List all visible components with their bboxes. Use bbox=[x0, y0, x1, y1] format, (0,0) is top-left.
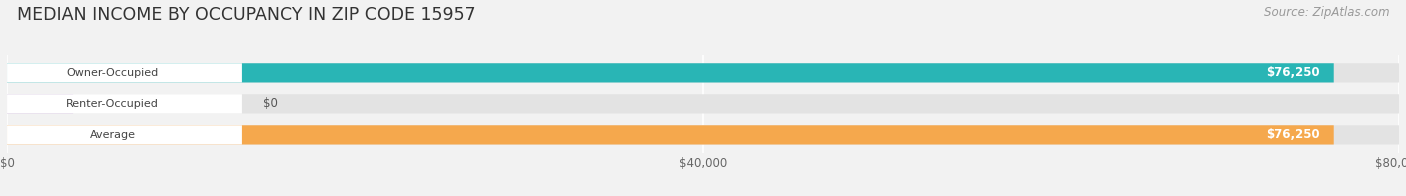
FancyBboxPatch shape bbox=[7, 63, 1334, 83]
Text: MEDIAN INCOME BY OCCUPANCY IN ZIP CODE 15957: MEDIAN INCOME BY OCCUPANCY IN ZIP CODE 1… bbox=[17, 6, 475, 24]
Text: $76,250: $76,250 bbox=[1267, 128, 1320, 141]
FancyBboxPatch shape bbox=[7, 125, 1334, 144]
FancyBboxPatch shape bbox=[7, 125, 242, 144]
Text: $0: $0 bbox=[263, 97, 277, 110]
Text: Renter-Occupied: Renter-Occupied bbox=[66, 99, 159, 109]
FancyBboxPatch shape bbox=[7, 94, 73, 113]
FancyBboxPatch shape bbox=[7, 63, 1399, 83]
Text: Owner-Occupied: Owner-Occupied bbox=[66, 68, 159, 78]
FancyBboxPatch shape bbox=[7, 94, 242, 113]
Text: Source: ZipAtlas.com: Source: ZipAtlas.com bbox=[1264, 6, 1389, 19]
FancyBboxPatch shape bbox=[7, 63, 242, 83]
FancyBboxPatch shape bbox=[7, 94, 1399, 113]
FancyBboxPatch shape bbox=[7, 125, 1399, 144]
Text: $76,250: $76,250 bbox=[1267, 66, 1320, 79]
Text: Average: Average bbox=[90, 130, 136, 140]
